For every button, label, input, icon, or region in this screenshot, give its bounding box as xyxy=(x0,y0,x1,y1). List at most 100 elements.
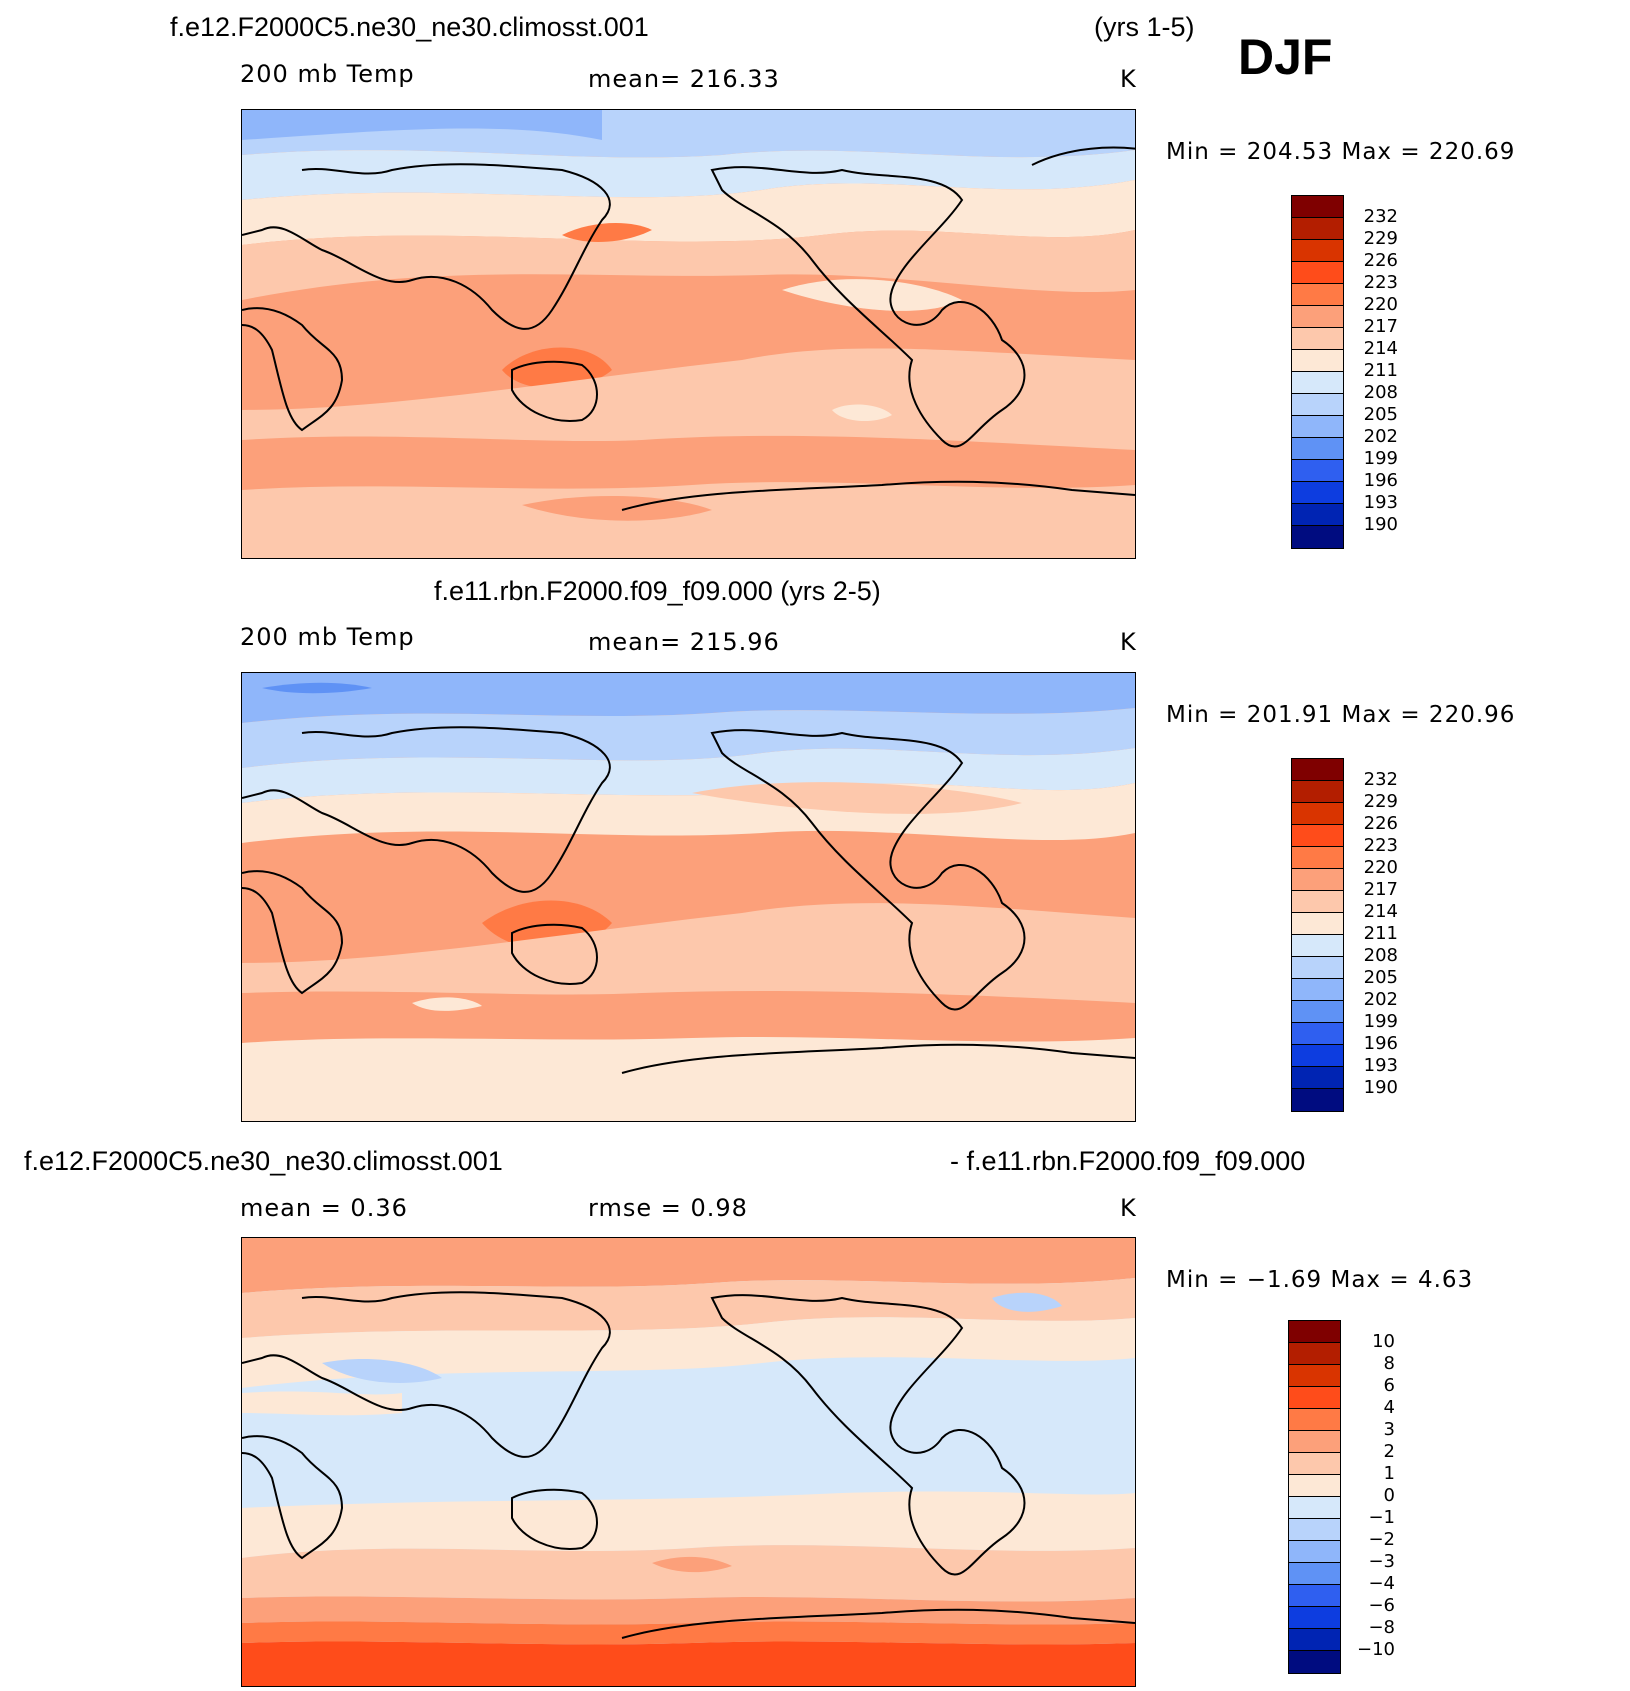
panel3-colorbar-labels: 10 8 6 4 3 2 1 0 −1 −2 −3 −4 −6 −8 −10 xyxy=(1345,1333,1395,1663)
colorbar-swatch xyxy=(1292,328,1343,350)
colorbar-swatch xyxy=(1292,1045,1343,1067)
panel3-minmax: Min = −1.69 Max = 4.63 xyxy=(1166,1267,1474,1293)
colorbar-swatch xyxy=(1292,1067,1343,1089)
contour-band xyxy=(242,348,1135,450)
colorbar-swatch xyxy=(1292,847,1343,869)
colorbar-label: 4 xyxy=(1383,1397,1395,1418)
coastlines xyxy=(242,726,1135,1074)
contour-band xyxy=(242,1641,1135,1686)
colorbar-swatch xyxy=(1292,196,1343,218)
contour-band xyxy=(242,1011,1135,1043)
colorbar-label: 229 xyxy=(1363,791,1398,812)
colorbar-swatch xyxy=(1289,1497,1340,1519)
colorbar-swatch xyxy=(1289,1475,1340,1497)
contour-band xyxy=(242,1036,1135,1121)
colorbar-label: 214 xyxy=(1363,901,1398,922)
contour-band xyxy=(242,230,1135,300)
colorbar-swatch xyxy=(1292,262,1343,284)
colorbar-swatch xyxy=(1292,891,1343,913)
colorbar-label: −8 xyxy=(1368,1617,1395,1638)
colorbar-label: 232 xyxy=(1363,769,1398,790)
contour-band xyxy=(242,1596,1135,1625)
colorbar-label: 226 xyxy=(1363,813,1398,834)
contour-band xyxy=(242,110,602,140)
panel1-mean: mean= 216.33 xyxy=(588,65,780,93)
colorbar-swatch xyxy=(1292,284,1343,306)
panel3-mean: mean = 0.36 xyxy=(240,1194,408,1222)
colorbar-label: 223 xyxy=(1363,272,1398,293)
colorbar-swatch xyxy=(1289,1431,1340,1453)
colorbar-swatch xyxy=(1289,1541,1340,1563)
colorbar-swatch xyxy=(1289,1409,1340,1431)
contour-band xyxy=(262,682,372,694)
panel2-map xyxy=(241,672,1136,1122)
colorbar-swatch xyxy=(1289,1651,1340,1673)
panel3-title-minus: - f.e11.rbn.F2000.f09_f09.000 xyxy=(950,1146,1306,1176)
panel1-title-case: f.e12.F2000C5.ne30_ne30.climosst.001 xyxy=(170,12,649,42)
colorbar-label: 220 xyxy=(1363,857,1398,878)
contour-band xyxy=(242,1317,1135,1388)
colorbar-label: 193 xyxy=(1363,1055,1398,1076)
contour-band xyxy=(832,404,892,422)
colorbar-label: 1 xyxy=(1383,1463,1395,1484)
colorbar-label: −1 xyxy=(1368,1507,1395,1528)
colorbar-swatch xyxy=(1292,460,1343,482)
colorbar-swatch xyxy=(1289,1629,1340,1651)
panel1-variable: 200 mb Temp xyxy=(240,60,415,88)
contour-band xyxy=(242,1545,1135,1602)
colorbar-swatch xyxy=(1289,1563,1340,1585)
colorbar-label: 226 xyxy=(1363,250,1398,271)
colorbar-swatch xyxy=(1292,504,1343,526)
contour-band xyxy=(242,1621,1135,1645)
colorbar-swatch xyxy=(1292,1089,1343,1111)
colorbar-swatch xyxy=(1289,1387,1340,1409)
panel2-colorbar xyxy=(1291,758,1344,1112)
panel1-colorbar xyxy=(1291,195,1344,549)
colorbar-label: 229 xyxy=(1363,228,1398,249)
panel2-variable: 200 mb Temp xyxy=(240,623,415,651)
colorbar-swatch xyxy=(1292,438,1343,460)
contour-band xyxy=(242,748,1135,803)
panel3-map xyxy=(241,1237,1136,1687)
colorbar-label: 217 xyxy=(1363,879,1398,900)
colorbar-swatch xyxy=(1292,803,1343,825)
panel2-minmax: Min = 201.91 Max = 220.96 xyxy=(1166,702,1516,728)
panel1-colorbar-labels: 232 229 226 223 220 217 214 211 208 205 … xyxy=(1348,208,1398,538)
colorbar-swatch xyxy=(1292,350,1343,372)
colorbar-swatch xyxy=(1292,416,1343,438)
panel2-title: f.e11.rbn.F2000.f09_f09.000 (yrs 2-5) xyxy=(434,576,881,606)
colorbar-swatch xyxy=(1292,526,1343,548)
colorbar-label: 208 xyxy=(1363,945,1398,966)
colorbar-swatch xyxy=(1292,306,1343,328)
panel3-rmse: rmse = 0.98 xyxy=(588,1194,748,1222)
colorbar-label: 220 xyxy=(1363,294,1398,315)
contour-band xyxy=(242,673,1135,723)
colorbar-swatch xyxy=(1292,913,1343,935)
contour-band xyxy=(242,1391,402,1416)
panel3-colorbar xyxy=(1288,1320,1341,1674)
colorbar-label: 208 xyxy=(1363,382,1398,403)
colorbar-swatch xyxy=(1292,240,1343,262)
contour-band xyxy=(242,708,1135,768)
contour-band xyxy=(242,1491,1135,1558)
colorbar-swatch xyxy=(1292,1001,1343,1023)
colorbar-swatch xyxy=(1289,1321,1340,1343)
colorbar-label: 190 xyxy=(1363,1077,1398,1098)
contour-band xyxy=(652,1556,732,1573)
colorbar-swatch xyxy=(1292,825,1343,847)
colorbar-label: 199 xyxy=(1363,1011,1398,1032)
colorbar-label: 217 xyxy=(1363,316,1398,337)
panel3-units: K xyxy=(1120,1194,1137,1222)
colorbar-label: 202 xyxy=(1363,426,1398,447)
panel1-title-years: (yrs 1-5) xyxy=(1094,12,1195,42)
colorbar-label: 196 xyxy=(1363,1033,1398,1054)
contour-band xyxy=(242,150,1135,200)
contour-band xyxy=(992,1292,1062,1312)
colorbar-label: −2 xyxy=(1368,1529,1395,1550)
contour-band xyxy=(522,495,712,521)
panel2-mean: mean= 215.96 xyxy=(588,628,780,656)
colorbar-swatch xyxy=(1292,372,1343,394)
contour-band xyxy=(502,347,612,389)
contour-band xyxy=(322,1358,442,1383)
panel2-units: K xyxy=(1120,628,1137,656)
